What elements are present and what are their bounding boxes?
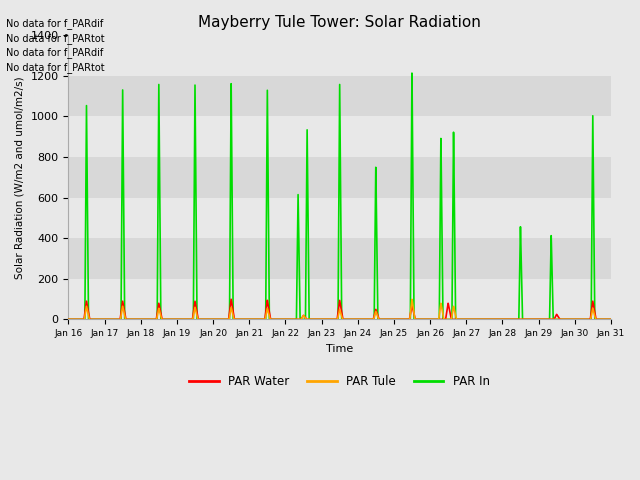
Y-axis label: Solar Radiation (W/m2 and umol/m2/s): Solar Radiation (W/m2 and umol/m2/s) xyxy=(15,76,25,279)
Text: No data for f_PARtot: No data for f_PARtot xyxy=(6,33,105,44)
Bar xyxy=(68,238,611,279)
Text: No data for f_PARdif: No data for f_PARdif xyxy=(6,47,104,58)
Bar xyxy=(68,76,611,117)
Text: No data for f_PARtot: No data for f_PARtot xyxy=(6,61,105,72)
Bar xyxy=(68,36,611,76)
Text: No data for f_PARdif: No data for f_PARdif xyxy=(6,18,104,29)
Bar xyxy=(68,279,611,319)
Bar xyxy=(68,198,611,238)
Legend: PAR Water, PAR Tule, PAR In: PAR Water, PAR Tule, PAR In xyxy=(185,371,495,393)
Title: Mayberry Tule Tower: Solar Radiation: Mayberry Tule Tower: Solar Radiation xyxy=(198,15,481,30)
X-axis label: Time: Time xyxy=(326,344,353,354)
Bar xyxy=(68,157,611,198)
Bar xyxy=(68,117,611,157)
